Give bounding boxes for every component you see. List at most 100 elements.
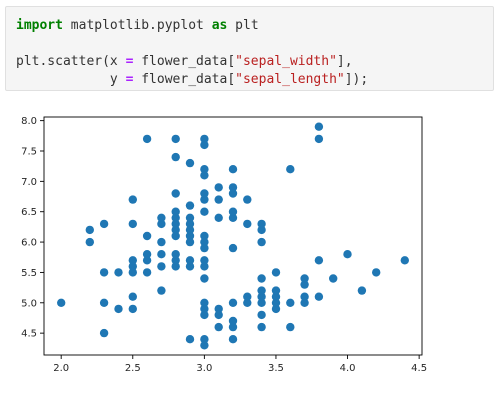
code-token: plt.scatter(x <box>16 54 126 69</box>
code-line: y = flower_data["sepal_length"]); <box>16 72 368 87</box>
data-point <box>114 304 123 314</box>
data-point <box>343 250 352 259</box>
data-point <box>200 298 209 307</box>
data-point <box>257 274 266 283</box>
data-point <box>300 298 309 307</box>
data-point <box>257 322 266 332</box>
data-point <box>185 201 195 210</box>
data-point <box>228 165 238 174</box>
y-tick-label: 5.5 <box>21 268 37 279</box>
data-point <box>142 231 152 241</box>
data-point <box>372 268 381 277</box>
scatter-plot: 2.0 2.5 3.0 3.5 4.0 4.5 4.5 5.0 5.5 6.0 6.5 7.0 7.5 8… <box>21 116 427 374</box>
y-tick-label: 7.0 <box>21 177 37 188</box>
code-editor[interactable]: import matplotlib.pyplot as plt plt.scat… <box>16 17 368 89</box>
data-point <box>200 335 209 344</box>
code-token: "sepal_width" <box>235 54 337 69</box>
plot-area <box>44 117 422 355</box>
code-token: y <box>16 72 126 87</box>
data-point <box>114 268 123 277</box>
data-point <box>214 322 223 332</box>
x-tick-label: 3.0 <box>196 363 212 374</box>
data-point <box>128 268 137 277</box>
data-point <box>257 219 266 229</box>
data-point <box>157 286 166 295</box>
data-point <box>128 262 137 271</box>
data-point <box>185 256 195 265</box>
data-point <box>257 225 266 235</box>
code-token: flower_data[ <box>133 54 236 69</box>
data-point <box>185 213 195 222</box>
data-point <box>214 304 223 314</box>
data-point <box>157 213 166 222</box>
data-point <box>214 310 223 320</box>
data-point <box>214 195 223 204</box>
data-point <box>214 183 223 192</box>
data-point <box>142 134 152 144</box>
data-point <box>228 189 238 198</box>
data-point <box>314 122 324 131</box>
data-point <box>99 268 109 277</box>
code-token: = <box>125 72 134 87</box>
y-tick-label: 4.5 <box>21 329 37 340</box>
data-point <box>200 195 209 204</box>
data-point <box>85 225 95 235</box>
data-point <box>257 310 266 320</box>
code-cell[interactable]: import matplotlib.pyplot as plt plt.scat… <box>5 6 494 91</box>
data-point <box>142 268 152 277</box>
data-point <box>171 213 180 222</box>
y-tick-label: 5.0 <box>21 298 37 309</box>
data-point <box>300 280 309 289</box>
scatter-plot-output: 2.0 2.5 3.0 3.5 4.0 4.5 4.5 5.0 5.5 6.0 6.5 7.0 7.5 8… <box>0 100 502 405</box>
data-point <box>99 219 109 229</box>
x-tick-label: 4.5 <box>411 363 427 374</box>
code-token: import <box>16 18 63 33</box>
x-tick-label: 3.5 <box>268 363 284 374</box>
data-point <box>243 292 252 301</box>
data-point <box>200 231 209 241</box>
data-point <box>185 335 195 344</box>
data-point <box>200 256 209 265</box>
y-tick-label: 6.5 <box>21 207 37 218</box>
data-point <box>185 219 195 229</box>
data-point <box>300 274 309 283</box>
code-token: flower_data[ <box>133 72 236 87</box>
code-line: import matplotlib.pyplot as plt <box>16 18 259 33</box>
data-point <box>157 250 166 259</box>
data-point <box>400 256 409 265</box>
data-point <box>228 322 238 332</box>
y-tick-label: 8.0 <box>21 116 37 127</box>
data-point <box>171 225 180 235</box>
data-point <box>200 304 209 314</box>
data-point <box>200 243 209 253</box>
data-point <box>171 256 180 265</box>
data-point <box>99 298 109 307</box>
code-token: plt <box>227 18 259 33</box>
data-point <box>157 262 166 271</box>
data-point <box>243 298 252 307</box>
data-point <box>228 183 238 192</box>
data-point <box>128 292 137 301</box>
data-point <box>185 231 195 241</box>
data-point <box>171 152 180 162</box>
data-point <box>271 298 281 307</box>
data-point <box>200 140 209 150</box>
data-point <box>142 250 152 259</box>
data-point <box>200 134 209 144</box>
data-point <box>200 262 209 271</box>
data-point <box>57 298 66 307</box>
data-point <box>200 189 209 198</box>
data-point <box>200 171 209 180</box>
data-point <box>314 134 324 144</box>
data-point <box>228 298 238 307</box>
data-point <box>128 219 137 229</box>
data-point <box>228 207 238 216</box>
code-token: ]); <box>344 72 369 87</box>
x-tick-label: 2.0 <box>53 363 69 374</box>
data-point <box>171 134 180 144</box>
data-point <box>171 231 180 241</box>
data-point <box>257 298 266 307</box>
data-point <box>142 256 152 265</box>
data-point <box>329 274 338 283</box>
data-point <box>271 268 281 277</box>
